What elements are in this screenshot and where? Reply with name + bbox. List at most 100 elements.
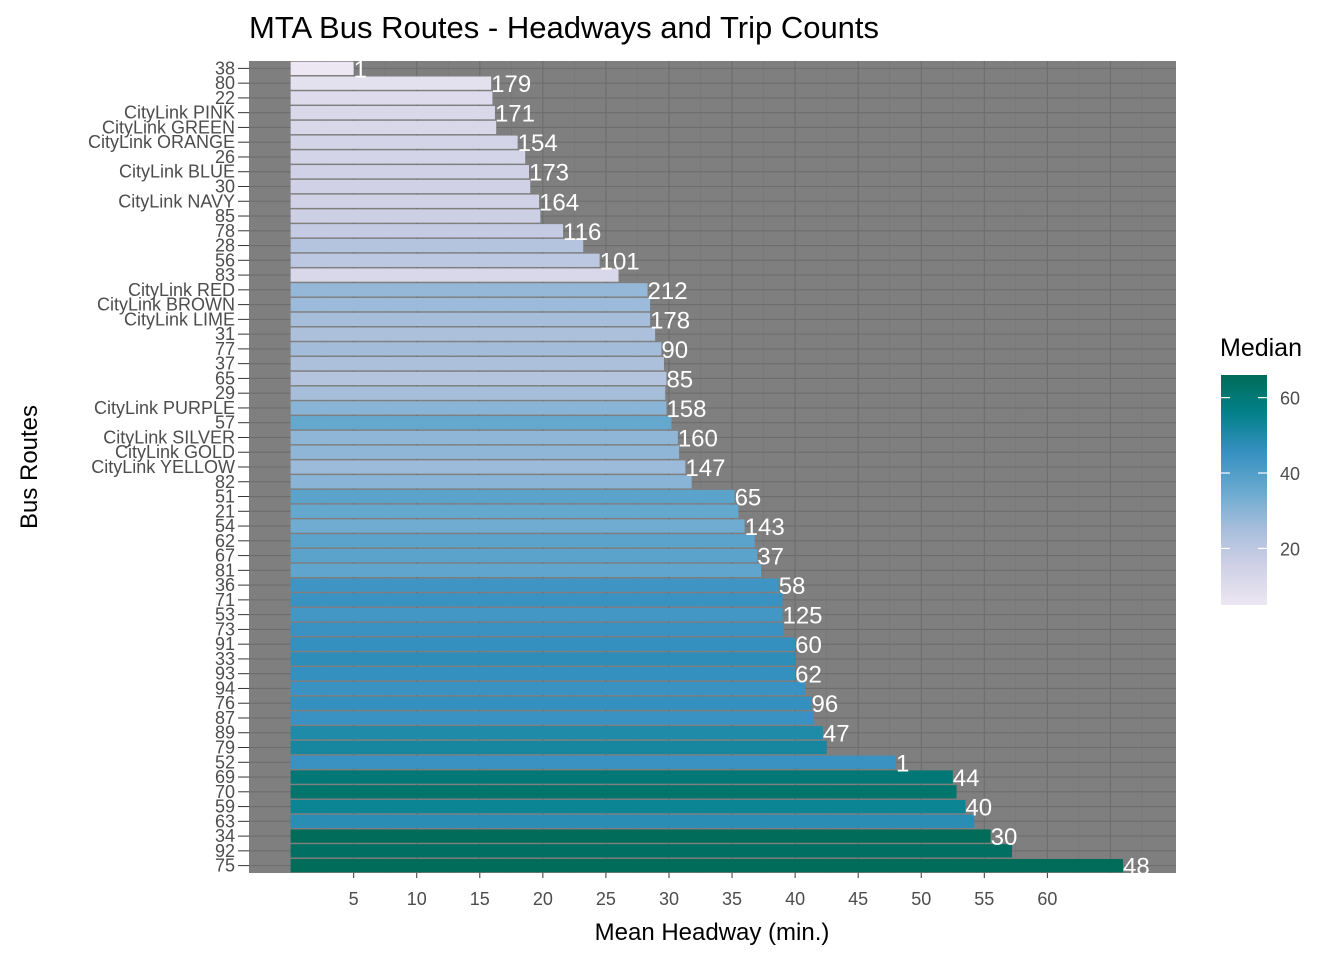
- y-tick-label: 54: [215, 516, 235, 536]
- data-label: 44: [953, 765, 980, 792]
- y-tick-label: 63: [215, 811, 235, 831]
- y-tick-label: CityLink SILVER: [103, 427, 235, 447]
- legend-tick-label: 20: [1280, 539, 1300, 559]
- bar: [290, 76, 492, 90]
- bar: [290, 268, 619, 282]
- legend-title: Median: [1220, 334, 1302, 362]
- x-tick-label: 35: [722, 889, 742, 909]
- y-tick-label: 71: [215, 590, 235, 610]
- data-label: 143: [745, 514, 785, 541]
- y-tick-label: 77: [215, 339, 235, 359]
- data-label: 147: [685, 455, 725, 482]
- y-tick-label: 30: [215, 176, 235, 196]
- y-tick-label: 76: [215, 693, 235, 713]
- bar: [290, 120, 497, 135]
- y-tick-label: 91: [215, 634, 235, 654]
- y-tick-label: 81: [215, 560, 235, 580]
- data-label: 65: [735, 485, 762, 512]
- x-tick-label: 20: [533, 889, 553, 909]
- data-label: 90: [661, 337, 688, 364]
- bar: [290, 593, 783, 607]
- y-tick-label: 56: [215, 250, 235, 270]
- y-tick-label: 80: [215, 73, 235, 93]
- y-tick-label: 62: [215, 531, 235, 551]
- bar: [290, 61, 354, 76]
- bar: [290, 150, 526, 164]
- legend-tick-label: 40: [1280, 464, 1300, 484]
- bar: [290, 844, 1013, 858]
- y-tick-label: 38: [215, 58, 235, 78]
- y-tick-label: 83: [215, 265, 235, 285]
- data-label: 164: [539, 189, 579, 216]
- bar: [290, 430, 678, 445]
- data-label: 101: [600, 248, 640, 275]
- bar: [290, 622, 784, 637]
- x-tick-label: 5: [349, 889, 359, 909]
- data-label: 171: [495, 101, 535, 128]
- x-tick-label: 30: [659, 889, 679, 909]
- data-label: 1: [354, 56, 367, 83]
- bar: [290, 342, 662, 356]
- data-label: 96: [812, 691, 839, 718]
- y-tick-label: 73: [215, 619, 235, 639]
- x-tick-label: 15: [470, 889, 490, 909]
- data-label: 48: [1123, 854, 1150, 881]
- data-label: 173: [529, 160, 569, 187]
- bar: [290, 416, 672, 430]
- bar: [290, 253, 600, 267]
- y-tick-label: 59: [215, 797, 235, 817]
- x-tick-label: 40: [785, 889, 805, 909]
- y-tick-label: 29: [215, 383, 235, 403]
- bar: [290, 224, 564, 238]
- y-tick-label: 26: [215, 147, 235, 167]
- x-tick-label: 50: [911, 889, 931, 909]
- bar: [290, 785, 957, 799]
- bar: [290, 401, 667, 415]
- y-axis-title: Bus Routes: [16, 405, 43, 529]
- bar: [290, 327, 656, 341]
- bar: [290, 357, 664, 371]
- y-tick-label: 52: [215, 752, 235, 772]
- bar: [290, 194, 540, 208]
- bar: [290, 726, 823, 740]
- data-label: 116: [563, 219, 601, 246]
- data-label: 47: [823, 721, 850, 748]
- data-label: 179: [491, 71, 531, 98]
- y-tick-label: 53: [215, 605, 235, 625]
- y-tick-label: 37: [215, 354, 235, 374]
- bar: [290, 445, 680, 459]
- bar: [290, 770, 953, 784]
- y-tick-label: CityLink PURPLE: [94, 398, 235, 418]
- y-tick-label: 22: [215, 88, 235, 108]
- y-tick-label: CityLink RED: [128, 280, 235, 300]
- y-tick-label: 34: [215, 826, 235, 846]
- bar: [290, 858, 1124, 873]
- x-tick-label: 55: [974, 889, 994, 909]
- data-label: 85: [666, 366, 693, 393]
- y-tick-label: 36: [215, 575, 235, 595]
- bar: [290, 371, 667, 386]
- data-label: 37: [757, 544, 784, 571]
- bar: [290, 504, 739, 518]
- bar: [290, 386, 666, 400]
- bar: [290, 179, 531, 194]
- x-tick-label: 60: [1037, 889, 1057, 909]
- y-tick-label: 89: [215, 723, 235, 743]
- legend-tick-label: 60: [1280, 389, 1300, 409]
- bar: [290, 755, 897, 769]
- legend-colorbar: [1221, 375, 1267, 605]
- y-tick-label: CityLink NAVY: [118, 191, 235, 211]
- data-label: 30: [991, 824, 1018, 851]
- bar: [290, 711, 815, 725]
- data-label: 212: [648, 278, 688, 305]
- y-tick-label: CityLink PINK: [124, 103, 235, 123]
- y-tick-label: 31: [215, 324, 235, 344]
- data-label: 1: [896, 750, 909, 777]
- bar: [290, 460, 686, 474]
- y-tick-label: 75: [215, 856, 235, 876]
- bar: [290, 799, 966, 814]
- bar: [290, 578, 779, 592]
- bar: [290, 475, 692, 489]
- bar: [290, 681, 806, 696]
